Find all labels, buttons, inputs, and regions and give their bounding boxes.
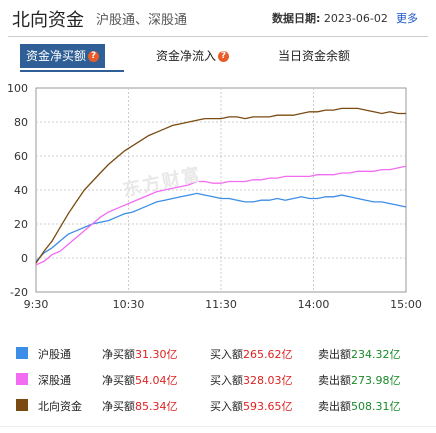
series-line	[35, 165, 407, 266]
y-tick-label: 20	[14, 218, 28, 231]
tab-balance-label: 当日资金余额	[278, 49, 351, 63]
x-tick-label: 15:00	[390, 298, 422, 310]
buy-value: 265.62亿	[243, 348, 293, 361]
net-buy-cell: 净买额31.30亿	[102, 346, 178, 362]
tab-net-buy-label: 资金净买额	[26, 49, 87, 63]
buy-label: 买入额	[210, 400, 243, 413]
buy-label: 买入额	[210, 348, 243, 361]
header-divider	[8, 36, 428, 37]
net-buy-value: 85.34亿	[135, 400, 178, 413]
tab-balance[interactable]: 当日资金余额	[278, 44, 350, 68]
net-buy-label: 净买额	[102, 374, 135, 387]
sell-label: 卖出额	[318, 348, 351, 361]
legend-swatch	[16, 399, 28, 411]
footer-divider	[0, 426, 436, 427]
date-value: 2023-06-02	[323, 12, 388, 25]
net-buy-label: 净买额	[102, 400, 135, 413]
page-title: 北向资金	[12, 10, 84, 31]
buy-value: 593.65亿	[243, 400, 293, 413]
sell-label: 卖出额	[318, 374, 351, 387]
x-tick-label: 9:30	[24, 298, 49, 310]
legend-swatch	[16, 373, 28, 385]
sell-cell: 卖出额273.98亿	[318, 372, 401, 388]
y-tick-label: 40	[14, 184, 28, 197]
buy-label: 买入额	[210, 374, 243, 387]
buy-cell: 买入额265.62亿	[210, 346, 293, 362]
sell-value: 234.32亿	[351, 348, 401, 361]
page-subtitle: 沪股通、深股通	[96, 13, 188, 28]
net-buy-cell: 净买额85.34亿	[102, 398, 178, 414]
net-buy-cell: 净买额54.04亿	[102, 372, 178, 388]
legend-row-sh: 沪股通 净买额31.30亿 买入额265.62亿 卖出额234.32亿	[10, 342, 430, 366]
y-tick-label: 60	[14, 150, 28, 163]
legend-row-north: 北向资金 净买额85.34亿 买入额593.65亿 卖出额508.31亿	[10, 394, 430, 418]
y-tick-label: 0	[21, 252, 28, 265]
header: 北向资金 沪股通、深股通 数据日期: 2023-06-02 更多	[0, 0, 436, 37]
sell-cell: 卖出额234.32亿	[318, 346, 401, 362]
y-tick-label: 100	[7, 82, 28, 95]
y-tick-label: -20	[10, 286, 28, 299]
x-tick-label: 10:30	[113, 298, 145, 310]
tab-underline	[20, 70, 124, 72]
date-readout: 数据日期: 2023-06-02	[272, 10, 388, 26]
sell-value: 508.31亿	[351, 400, 401, 413]
net-buy-value: 31.30亿	[135, 348, 178, 361]
series-line	[35, 192, 407, 262]
line-chart: -20 0 20 40 60 80 100 9:30 10:30 11:30 14:00 15:00	[7, 82, 422, 310]
legend-name: 沪股通	[38, 348, 71, 361]
help-icon[interactable]: ?	[88, 51, 100, 62]
series-line	[35, 107, 406, 264]
tab-net-inflow-label: 资金净流入	[156, 49, 217, 63]
net-buy-value: 54.04亿	[135, 374, 178, 387]
sell-label: 卖出额	[318, 400, 351, 413]
tab-bar: 资金净买额? 资金净流入? 当日资金余额	[0, 44, 436, 72]
buy-cell: 买入额328.03亿	[210, 372, 293, 388]
legend-row-sz: 深股通 净买额54.04亿 买入额328.03亿 卖出额273.98亿	[10, 368, 430, 392]
sell-cell: 卖出额508.31亿	[318, 398, 401, 414]
legend-name: 深股通	[38, 374, 71, 387]
tab-net-buy[interactable]: 资金净买额?	[20, 44, 106, 68]
legend-swatch	[16, 347, 28, 359]
tab-net-inflow[interactable]: 资金净流入?	[156, 44, 230, 68]
net-buy-label: 净买额	[102, 348, 135, 361]
help-icon[interactable]: ?	[218, 51, 230, 62]
sell-value: 273.98亿	[351, 374, 401, 387]
x-tick-label: 14:00	[298, 298, 330, 310]
date-label: 数据日期:	[272, 12, 321, 25]
y-tick-label: 80	[14, 116, 28, 129]
buy-cell: 买入额593.65亿	[210, 398, 293, 414]
more-link[interactable]: 更多	[396, 12, 418, 25]
legend-name: 北向资金	[38, 400, 82, 413]
buy-value: 328.03亿	[243, 374, 293, 387]
x-tick-label: 11:30	[205, 298, 237, 310]
